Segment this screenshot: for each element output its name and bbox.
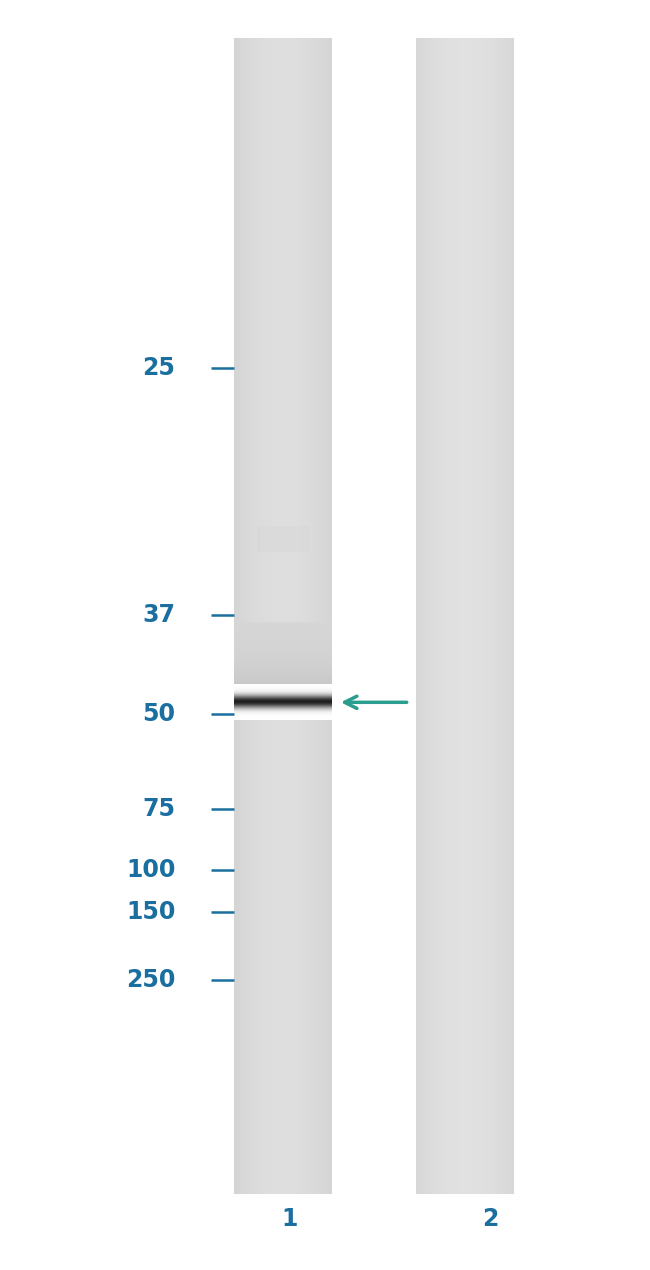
Text: 150: 150 xyxy=(126,900,176,923)
Text: 75: 75 xyxy=(142,798,176,820)
Text: 37: 37 xyxy=(142,603,176,626)
Text: 250: 250 xyxy=(126,969,176,992)
Text: 1: 1 xyxy=(281,1208,298,1231)
Text: 100: 100 xyxy=(126,859,176,881)
Text: 25: 25 xyxy=(142,357,176,380)
Text: 50: 50 xyxy=(142,702,176,725)
Text: 2: 2 xyxy=(482,1208,499,1231)
